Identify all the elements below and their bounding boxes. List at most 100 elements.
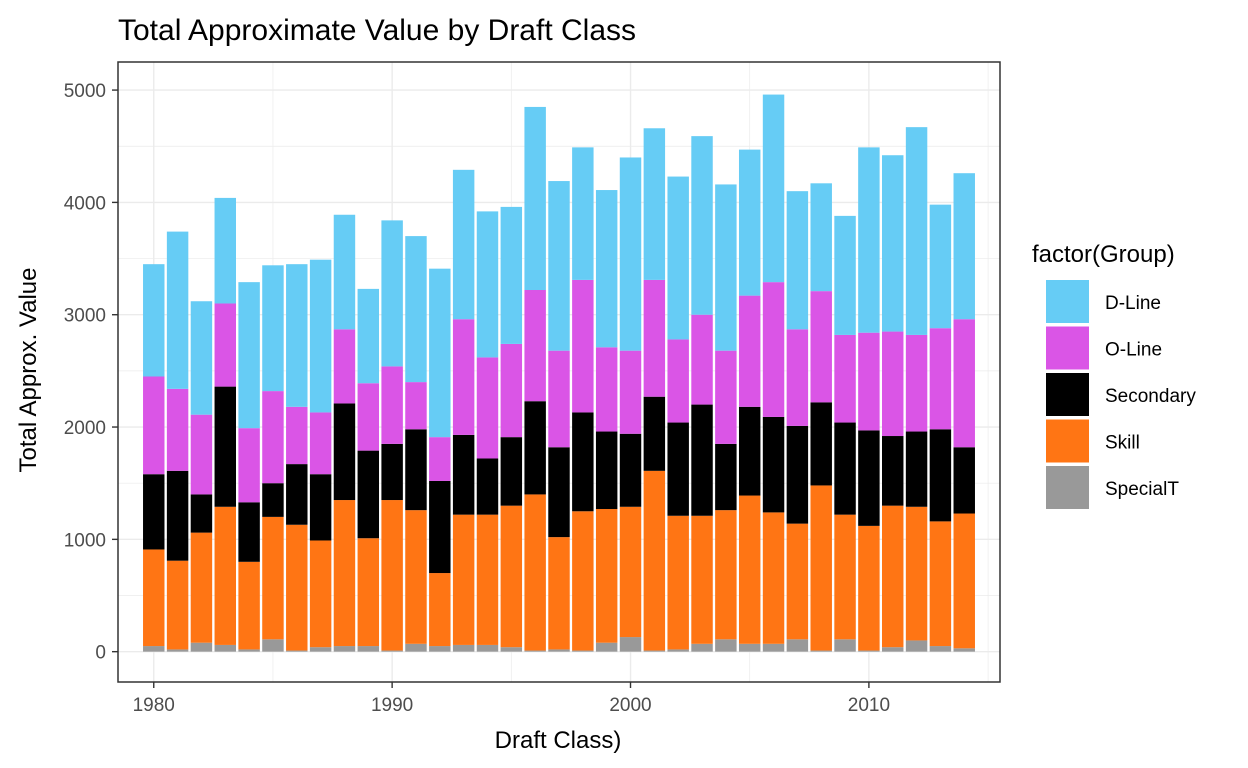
bar-d-line-1987 bbox=[309, 259, 332, 413]
bar-secondary-1981 bbox=[166, 470, 189, 561]
bar-secondary-1984 bbox=[238, 502, 260, 562]
legend-key-specialt bbox=[1046, 466, 1089, 509]
bar-d-line-2012 bbox=[905, 127, 928, 335]
bar-skill-2005 bbox=[738, 495, 761, 644]
bar-d-line-1994 bbox=[476, 211, 499, 358]
bar-skill-2009 bbox=[834, 514, 856, 640]
legend-key-skill bbox=[1046, 419, 1089, 463]
bar-specialt-1990 bbox=[381, 650, 403, 652]
bar-skill-2002 bbox=[667, 515, 689, 650]
bar-specialt-2004 bbox=[715, 639, 737, 652]
legend-label-secondary: Secondary bbox=[1105, 386, 1196, 407]
y-tick-label: 2000 bbox=[64, 418, 106, 439]
bar-d-line-1999 bbox=[595, 190, 618, 348]
legend-label-specialt: SpecialT bbox=[1105, 479, 1179, 500]
bar-secondary-1987 bbox=[309, 474, 332, 541]
bar-d-line-1996 bbox=[524, 106, 546, 291]
bar-o-line-1999 bbox=[595, 347, 618, 432]
bar-specialt-1988 bbox=[333, 646, 356, 652]
x-tick-label: 1980 bbox=[133, 695, 175, 716]
bar-o-line-1981 bbox=[166, 388, 189, 471]
bar-specialt-2014 bbox=[953, 648, 975, 652]
bar-d-line-1986 bbox=[286, 264, 308, 407]
bar-d-line-1989 bbox=[357, 288, 380, 384]
bar-secondary-2005 bbox=[738, 406, 761, 496]
bar-o-line-1984 bbox=[238, 428, 260, 503]
bar-d-line-1983 bbox=[214, 197, 236, 304]
bar-specialt-1980 bbox=[143, 646, 165, 652]
bar-secondary-2007 bbox=[786, 425, 809, 524]
bar-o-line-1980 bbox=[143, 376, 165, 475]
bar-o-line-1985 bbox=[262, 391, 284, 484]
bar-secondary-1986 bbox=[286, 464, 308, 525]
bar-specialt-2009 bbox=[834, 639, 856, 652]
bar-secondary-2010 bbox=[858, 430, 880, 526]
bar-skill-2008 bbox=[810, 485, 832, 651]
bar-d-line-1980 bbox=[143, 264, 165, 377]
bar-o-line-1996 bbox=[524, 290, 546, 402]
bar-skill-1987 bbox=[309, 540, 332, 648]
bar-secondary-2011 bbox=[882, 436, 904, 506]
bar-secondary-1989 bbox=[357, 450, 380, 539]
bar-o-line-2006 bbox=[762, 282, 785, 417]
bar-secondary-1991 bbox=[405, 429, 427, 511]
bar-secondary-2000 bbox=[619, 433, 642, 507]
bar-specialt-2002 bbox=[667, 649, 689, 652]
legend-key-o-line bbox=[1046, 326, 1089, 370]
bar-d-line-2002 bbox=[667, 176, 689, 340]
bar-secondary-1998 bbox=[572, 412, 594, 512]
bar-o-line-2010 bbox=[858, 332, 880, 431]
bar-specialt-1985 bbox=[262, 639, 284, 652]
plot-border bbox=[117, 61, 1001, 683]
bar-skill-1998 bbox=[572, 511, 594, 651]
bar-o-line-2014 bbox=[953, 319, 975, 448]
bar-secondary-1995 bbox=[500, 437, 523, 506]
bar-skill-2010 bbox=[858, 525, 880, 651]
bar-secondary-2014 bbox=[953, 447, 975, 514]
bar-d-line-1981 bbox=[166, 231, 189, 389]
bar-d-line-2009 bbox=[834, 215, 856, 335]
bar-specialt-2007 bbox=[786, 639, 809, 652]
bar-o-line-1987 bbox=[309, 412, 332, 475]
legend: factor(Group) D-Line O-Line Secondary Skill… bbox=[1032, 241, 1196, 509]
bar-secondary-1988 bbox=[333, 403, 356, 501]
bar-skill-2012 bbox=[905, 506, 928, 641]
bar-skill-1981 bbox=[166, 560, 189, 650]
bar-specialt-1984 bbox=[238, 649, 260, 652]
bar-o-line-1988 bbox=[333, 329, 356, 404]
bar-d-line-1993 bbox=[452, 169, 475, 320]
bar-o-line-1993 bbox=[452, 319, 475, 435]
bar-skill-2004 bbox=[715, 510, 737, 640]
bar-skill-2000 bbox=[619, 506, 642, 638]
bar-o-line-1992 bbox=[429, 437, 451, 481]
bar-o-line-2005 bbox=[738, 295, 761, 407]
bar-o-line-2002 bbox=[667, 339, 689, 423]
legend-title: factor(Group) bbox=[1032, 241, 1175, 268]
y-axis-title: Total Approx. Value bbox=[15, 267, 42, 472]
bar-secondary-1985 bbox=[262, 483, 284, 517]
bar-d-line-2014 bbox=[953, 173, 975, 320]
bar-o-line-2012 bbox=[905, 334, 928, 432]
bar-specialt-1986 bbox=[286, 650, 308, 652]
bar-skill-1986 bbox=[286, 524, 308, 651]
bar-d-line-2006 bbox=[762, 94, 785, 283]
bar-skill-1988 bbox=[333, 500, 356, 647]
x-axis: 1980 1990 2000 2010 bbox=[133, 682, 890, 716]
bar-specialt-1995 bbox=[500, 647, 523, 652]
bar-d-line-2008 bbox=[810, 183, 832, 292]
bar-specialt-2012 bbox=[905, 640, 928, 652]
bar-secondary-1980 bbox=[143, 474, 165, 550]
bar-skill-1993 bbox=[452, 514, 475, 645]
y-axis: 0 1000 2000 3000 4000 5000 bbox=[64, 81, 118, 664]
x-tick-label: 2000 bbox=[609, 695, 651, 716]
bar-o-line-1983 bbox=[214, 303, 236, 387]
legend-label-d-line: D-Line bbox=[1105, 293, 1161, 314]
bar-specialt-1981 bbox=[166, 649, 189, 652]
bar-o-line-2007 bbox=[786, 329, 809, 426]
y-tick-label: 1000 bbox=[64, 530, 106, 551]
bar-d-line-2003 bbox=[691, 136, 713, 315]
bar-specialt-2011 bbox=[882, 647, 904, 652]
bar-specialt-1983 bbox=[214, 644, 236, 652]
y-tick-label: 5000 bbox=[64, 81, 106, 102]
bar-secondary-2008 bbox=[810, 402, 832, 486]
